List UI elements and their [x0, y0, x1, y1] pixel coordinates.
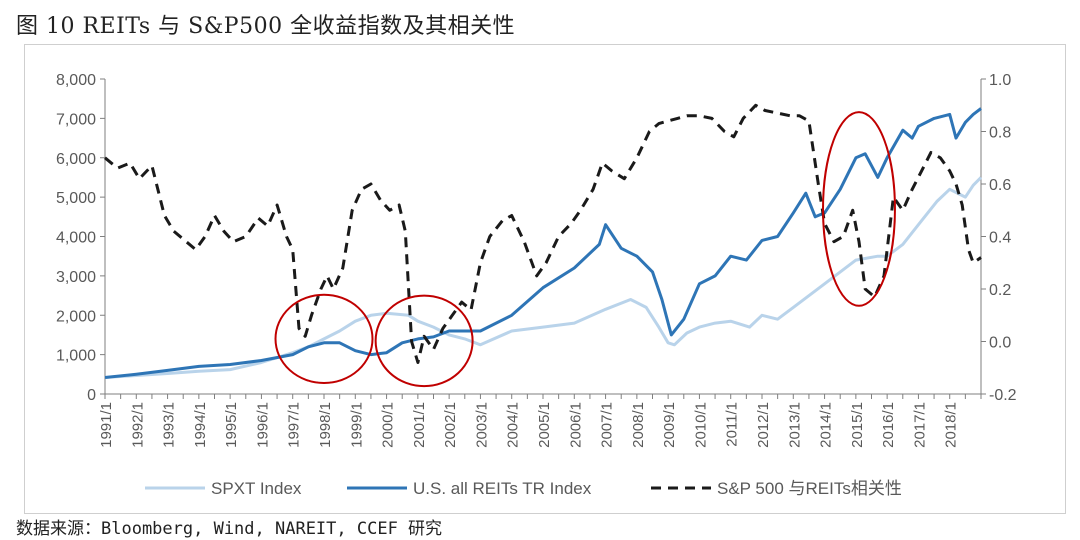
x-tick-label: 2011/1 — [724, 402, 741, 447]
x-tick-label: 2012/1 — [755, 402, 772, 448]
x-tick-label: 2009/1 — [661, 402, 678, 448]
x-tick-label: 2010/1 — [692, 402, 709, 448]
y-right-tick-label: 0.0 — [989, 335, 1011, 352]
x-tick-label: 2001/1 — [411, 402, 428, 448]
highlight-circle-3 — [822, 111, 896, 307]
x-tick-label: 2017/1 — [911, 402, 928, 448]
y-right-tick-label: -0.2 — [989, 387, 1017, 404]
x-tick-label: 1993/1 — [161, 402, 178, 448]
x-tick-label: 2002/1 — [442, 402, 459, 448]
x-tick-label: 2014/1 — [818, 402, 835, 448]
x-tick-label: 1996/1 — [254, 402, 271, 448]
y-left-tick-label: 4,000 — [56, 230, 96, 247]
x-tick-label: 1999/1 — [348, 402, 365, 448]
series-line-correlation — [104, 103, 982, 364]
legend-label-1: SPXT Index — [211, 479, 302, 498]
figure-title: 图 10 REITs 与 S&P500 全收益指数及其相关性 — [16, 14, 516, 39]
y-left-tick-label: 8,000 — [56, 72, 96, 89]
y-right-tick-label: 0.4 — [989, 230, 1011, 247]
y-right-tick-label: 1.0 — [989, 72, 1011, 89]
x-tick-label: 1994/1 — [192, 402, 209, 448]
y-left-tick-label: 1,000 — [56, 348, 96, 365]
highlight-circle-2 — [374, 294, 474, 388]
x-tick-label: 1991/1 — [98, 402, 115, 448]
x-tick-label: 2018/1 — [943, 402, 960, 448]
x-tick-label: 1998/1 — [317, 402, 334, 448]
legend-label-3: S&P 500 与REITs相关性 — [717, 479, 902, 498]
source-note: 数据来源：Bloomberg, Wind, NAREIT, CCEF 研究 — [16, 519, 443, 539]
x-tick-label: 2005/1 — [536, 402, 553, 448]
y-left-tick-label: 3,000 — [56, 269, 96, 286]
x-tick-label: 2007/1 — [599, 402, 616, 448]
y-right-tick-label: 0.2 — [989, 282, 1011, 299]
y-right-tick-label: 0.6 — [989, 177, 1011, 194]
y-left-tick-label: 2,000 — [56, 308, 96, 325]
chart-frame: 0 1,000 2,000 3,000 4,000 5,000 6,000 7,000 8,00… — [24, 44, 1066, 514]
legend-label-2: U.S. all REITs TR Index — [413, 479, 592, 498]
x-tick-label: 1995/1 — [223, 402, 240, 448]
x-tick-label: 2000/1 — [380, 402, 397, 448]
y-left-tick-label: 0 — [87, 387, 96, 404]
y-left-tick-label: 5,000 — [56, 190, 96, 207]
x-tick-label: 2008/1 — [630, 402, 647, 448]
x-tick-label: 1997/1 — [286, 402, 303, 448]
x-tick-label: 1992/1 — [129, 402, 146, 448]
series-line-reits — [104, 107, 982, 379]
x-tick-label: 2015/1 — [849, 402, 866, 448]
chart-canvas: 0 1,000 2,000 3,000 4,000 5,000 6,000 7,000 8,00… — [56, 72, 1017, 498]
series-line-spxt — [104, 176, 983, 379]
x-tick-label: 2016/1 — [880, 402, 897, 448]
y-right-tick-label: 0.8 — [989, 125, 1011, 142]
highlight-circle-1 — [274, 293, 374, 384]
x-tick-label: 2003/1 — [473, 402, 490, 448]
x-tick-label: 2004/1 — [505, 402, 522, 448]
y-left-tick-label: 6,000 — [56, 151, 96, 168]
y-left-tick-label: 7,000 — [56, 111, 96, 128]
x-tick-label: 2013/1 — [786, 402, 803, 448]
x-tick-label: 2006/1 — [567, 402, 584, 448]
